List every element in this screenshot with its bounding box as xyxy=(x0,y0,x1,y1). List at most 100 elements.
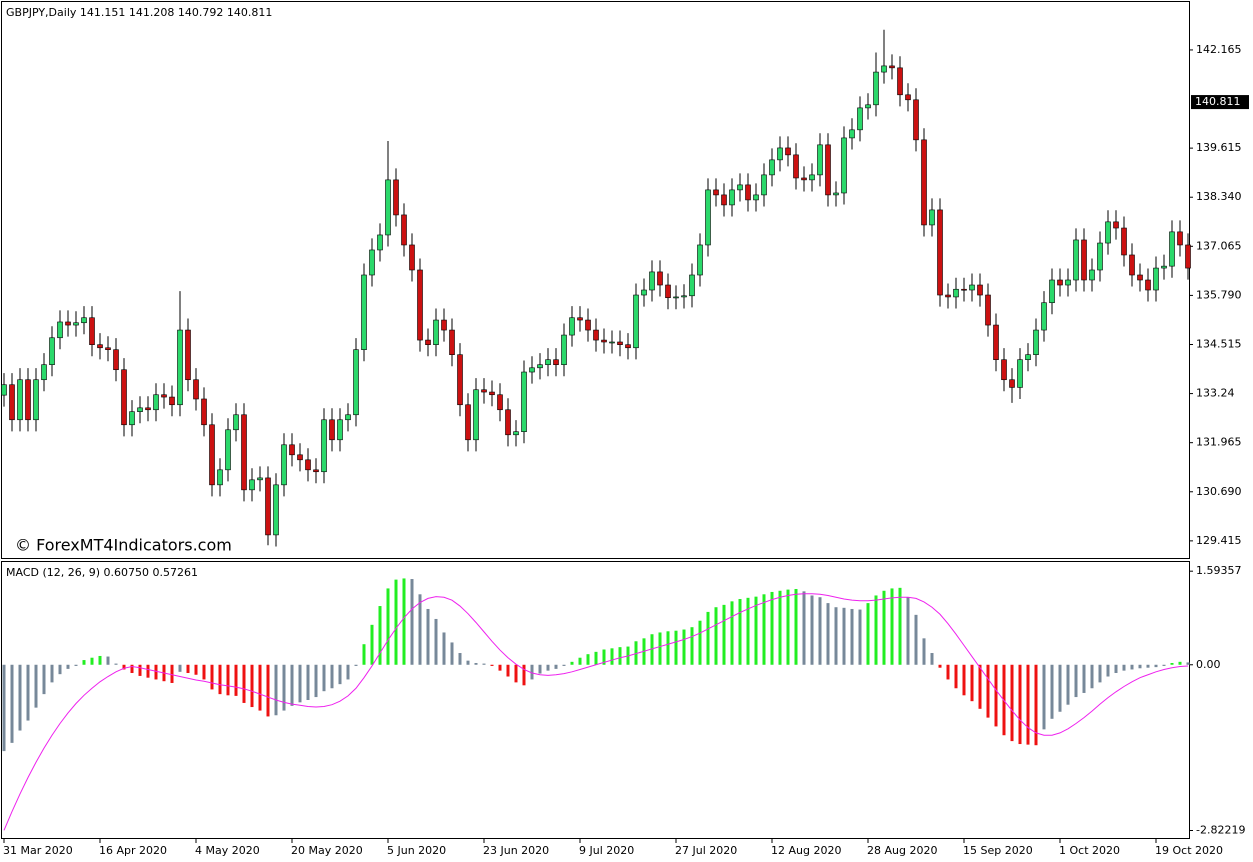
candle-body xyxy=(201,398,207,426)
candle-body xyxy=(841,137,847,194)
histogram-bar xyxy=(74,664,78,666)
candle-body xyxy=(753,194,759,201)
histogram-bar xyxy=(706,611,710,665)
histogram-bar xyxy=(634,641,638,665)
candle-body xyxy=(953,288,959,298)
candle-body xyxy=(537,364,543,369)
candle-body xyxy=(449,329,455,355)
y-tick-label: 137.065 xyxy=(1196,239,1242,252)
candle-body xyxy=(529,367,535,373)
candle-body xyxy=(585,319,591,331)
candle-body xyxy=(977,284,983,296)
histogram-bar xyxy=(130,664,134,673)
histogram-bar xyxy=(650,634,654,665)
histogram-bar xyxy=(402,578,406,665)
candle-body xyxy=(553,359,559,366)
histogram-bar xyxy=(178,664,182,672)
candle-body xyxy=(1137,274,1143,281)
candle-body xyxy=(889,65,895,69)
histogram-bar xyxy=(842,607,846,665)
candle-body xyxy=(1041,302,1047,331)
candle-body xyxy=(625,344,631,349)
histogram-bar xyxy=(58,664,62,675)
candle-body xyxy=(785,147,791,156)
histogram-bar xyxy=(730,601,734,665)
histogram-bar xyxy=(186,664,190,673)
candle-body xyxy=(145,407,151,411)
candle-body xyxy=(617,341,623,345)
histogram-bar xyxy=(1114,664,1118,673)
histogram-bar xyxy=(202,664,206,680)
candle-body xyxy=(265,477,271,536)
histogram-bar xyxy=(922,638,926,665)
histogram-bar xyxy=(690,627,694,665)
x-tick-label: 16 Apr 2020 xyxy=(99,844,167,857)
histogram-bar xyxy=(826,603,830,665)
candle-body xyxy=(1033,329,1039,355)
candle-body xyxy=(105,347,111,350)
histogram-bar xyxy=(274,664,278,716)
candle-body xyxy=(481,389,487,393)
histogram-bar xyxy=(1170,663,1174,665)
candle-body xyxy=(393,179,399,216)
histogram-bar xyxy=(450,642,454,665)
histogram-bar xyxy=(682,629,686,665)
histogram-bar xyxy=(18,664,22,731)
histogram-bar xyxy=(1178,661,1182,665)
candle-body xyxy=(129,411,135,426)
histogram-bar xyxy=(954,664,958,689)
y-tick-label: 135.790 xyxy=(1196,288,1242,301)
candle-body xyxy=(329,419,335,441)
histogram-bar xyxy=(258,664,262,711)
histogram-bar xyxy=(1186,662,1190,665)
histogram-bar xyxy=(354,664,358,666)
histogram-bar xyxy=(314,664,318,698)
price-label: 140.811 xyxy=(1195,95,1241,108)
histogram-bar xyxy=(970,664,974,702)
histogram-bar xyxy=(1098,664,1102,683)
candle-body xyxy=(801,177,807,181)
histogram-bar xyxy=(978,664,982,709)
histogram-bar xyxy=(1138,664,1142,669)
histogram-bar xyxy=(722,604,726,665)
candle-body xyxy=(273,484,279,536)
watermark: © ForexMT4Indicators.com xyxy=(15,536,232,555)
histogram-bar xyxy=(26,664,30,721)
y-tick-label: -2.82219 xyxy=(1196,823,1245,836)
histogram-bar xyxy=(42,664,46,695)
price-label-box xyxy=(1191,95,1249,110)
x-tick-label: 1 Oct 2020 xyxy=(1059,844,1120,857)
candle-body xyxy=(417,269,423,341)
candle-body xyxy=(465,404,471,441)
histogram-bar xyxy=(98,655,102,665)
histogram-bar xyxy=(570,661,574,665)
histogram-bar xyxy=(546,664,550,671)
candle-body xyxy=(33,379,39,421)
candle-body xyxy=(401,214,407,246)
candle-body xyxy=(817,144,823,176)
histogram-bar xyxy=(778,590,782,665)
candle-body xyxy=(1169,231,1175,267)
candle-body xyxy=(761,174,767,196)
candle-body xyxy=(713,189,719,196)
candle-body xyxy=(1161,265,1167,269)
histogram-bar xyxy=(802,591,806,665)
histogram-bar xyxy=(466,660,470,665)
histogram-bar xyxy=(1154,664,1158,668)
candle-body xyxy=(153,394,159,411)
histogram-bar xyxy=(674,630,678,665)
histogram-bar xyxy=(506,664,510,677)
x-tick-label: 4 May 2020 xyxy=(195,844,260,857)
histogram-bar xyxy=(946,664,950,680)
candle-body xyxy=(1009,379,1015,388)
candle-body xyxy=(489,391,495,396)
candle-body xyxy=(353,349,359,416)
candle-body xyxy=(513,431,519,436)
candle-body xyxy=(665,284,671,299)
y-tick-label: 129.415 xyxy=(1196,534,1242,547)
x-tick-label: 5 Jun 2020 xyxy=(387,844,446,857)
candle-body xyxy=(1081,239,1087,281)
candle-body xyxy=(65,321,71,326)
candle-body xyxy=(993,324,999,361)
